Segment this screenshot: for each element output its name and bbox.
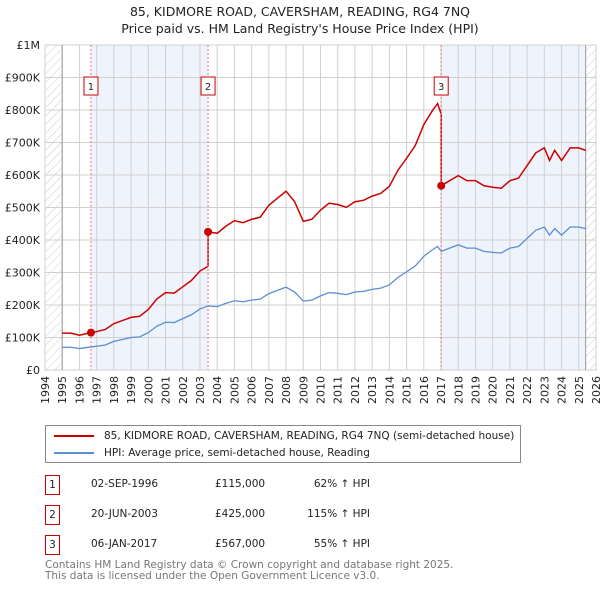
y-tick-label: £200K	[5, 299, 41, 312]
y-tick-label: £500K	[5, 202, 41, 215]
sale-point	[204, 227, 213, 236]
transaction-price: £115,000	[215, 478, 266, 490]
x-tick-label: 2006	[246, 376, 259, 404]
x-tick-label: 2023	[538, 376, 551, 404]
x-tick-label: 2014	[383, 376, 396, 404]
footer-copyright: Contains HM Land Registry data © Crown c…	[45, 559, 454, 571]
transaction-row: 2 20-JUN-2003 £425,000 115% ↑ HPI	[45, 505, 545, 525]
transaction-price: £425,000	[215, 508, 266, 520]
footer-licence: This data is licensed under the Open Gov…	[45, 570, 380, 582]
x-tick-label: 1994	[39, 376, 52, 404]
transaction-row: 3 06-JAN-2017 £567,000 55% ↑ HPI	[45, 535, 545, 555]
sale-label-box	[433, 76, 449, 96]
x-tick-label: 2015	[401, 376, 414, 404]
x-tick-label: 2025	[573, 376, 586, 404]
price-chart: 1 2 3 1994 1995 1996 1997 1998 1999 2000 2001 2002 2…	[5, 39, 600, 404]
sale-point	[86, 328, 95, 337]
x-tick-label: 2021	[504, 376, 517, 404]
x-tick-label: 2018	[452, 376, 465, 404]
x-tick-label: 2017	[435, 376, 448, 404]
y-tick-label: £900K	[5, 72, 41, 85]
x-tick-label: 2003	[194, 376, 207, 404]
x-tick-label: 1998	[108, 376, 121, 404]
sale-label: 1	[88, 82, 94, 93]
transaction-number: 3	[45, 535, 60, 555]
y-tick-label: £1M	[17, 39, 41, 52]
y-tick-label: £600K	[5, 169, 41, 182]
transaction-hpi-change: 62% ↑ HPI	[313, 478, 370, 490]
x-tick-label: 2001	[160, 376, 173, 404]
chart-title: 85, KIDMORE ROAD, CAVERSHAM, READING, RG…	[129, 4, 471, 19]
x-tick-label: 2022	[521, 376, 534, 404]
footer: Contains HM Land Registry data © Crown c…	[45, 560, 453, 582]
y-tick-label: £0	[26, 364, 40, 377]
sale-label: 3	[438, 82, 444, 93]
x-tick-label: 1997	[91, 376, 104, 404]
transaction-number: 1	[45, 475, 60, 495]
x-tick-label: 2020	[487, 376, 500, 404]
property-price-line	[62, 101, 586, 337]
x-tick-label: 2019	[469, 376, 482, 404]
x-tick-label: 2004	[211, 376, 224, 404]
x-tick-label: 2005	[228, 376, 241, 404]
transaction-date: 06-JAN-2017	[91, 538, 158, 550]
sale-label-box	[83, 76, 99, 96]
sale-label: 2	[205, 82, 211, 93]
y-tick-label: £700K	[5, 137, 41, 150]
chart-subtitle: Price paid vs. HM Land Registry's House …	[121, 21, 479, 36]
x-tick-label: 1999	[125, 376, 138, 404]
transaction-price: £567,000	[215, 538, 266, 550]
x-tick-label: 2016	[418, 376, 431, 404]
x-tick-label: 1996	[73, 376, 86, 404]
legend-property: 85, KIDMORE ROAD, CAVERSHAM, READING, RG…	[104, 430, 515, 442]
y-tick-label: £800K	[5, 104, 41, 117]
hpi-line-swatch	[54, 452, 94, 454]
hpi-line	[62, 226, 586, 350]
property-line-swatch	[54, 435, 94, 437]
x-tick-label: 2009	[297, 376, 310, 404]
y-tick-label: £300K	[5, 267, 41, 280]
transaction-hpi-change: 115% ↑ HPI	[307, 508, 370, 520]
transaction-number: 2	[45, 505, 60, 525]
legend: 85, KIDMORE ROAD, CAVERSHAM, READING, RG…	[45, 425, 521, 463]
sale-point	[437, 181, 446, 190]
transaction-hpi-change: 55% ↑ HPI	[313, 538, 370, 550]
x-tick-label: 1995	[56, 376, 69, 404]
x-tick-label: 2010	[315, 376, 328, 404]
x-tick-label: 2026	[590, 376, 600, 404]
x-tick-label: 2013	[366, 376, 379, 404]
x-tick-label: 2024	[556, 376, 569, 404]
x-tick-label: 2007	[263, 376, 276, 404]
y-tick-label: £100K	[5, 332, 41, 345]
transaction-date: 02-SEP-1996	[91, 478, 159, 490]
x-tick-label: 2002	[177, 376, 190, 404]
x-tick-label: 2008	[280, 376, 293, 404]
x-tick-label: 2012	[349, 376, 362, 404]
transaction-row: 1 02-SEP-1996 £115,000 62% ↑ HPI	[45, 475, 545, 495]
transaction-date: 20-JUN-2003	[91, 508, 158, 520]
sale-label-box	[200, 76, 216, 96]
x-tick-label: 2000	[142, 376, 155, 404]
x-tick-label: 2011	[332, 376, 345, 404]
y-tick-label: £400K	[5, 234, 41, 247]
legend-hpi: HPI: Average price, semi-detached house,…	[104, 447, 370, 459]
